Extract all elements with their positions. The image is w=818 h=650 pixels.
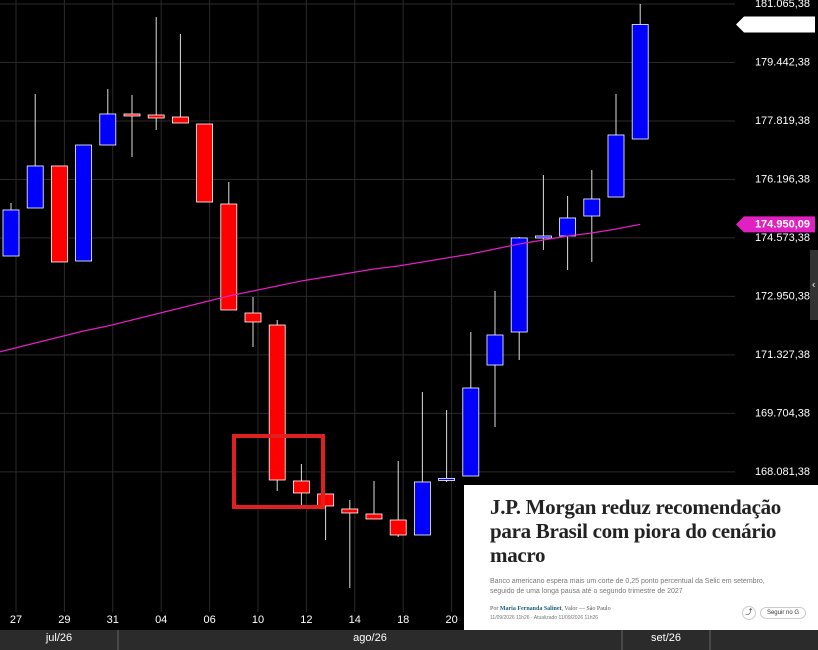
candle-body bbox=[559, 217, 576, 237]
candle-body bbox=[510, 237, 528, 333]
y-tick-label: 177.819,38 bbox=[755, 115, 810, 127]
moving-average bbox=[0, 223, 641, 353]
candle-body bbox=[413, 481, 431, 536]
candle-body bbox=[123, 113, 141, 117]
news-card[interactable]: J.P. Morgan reduz recomendação para Bras… bbox=[464, 485, 818, 630]
candle-body bbox=[607, 134, 625, 198]
candle-body bbox=[317, 493, 335, 507]
y-tick-label: 181.065,38 bbox=[755, 0, 810, 10]
author[interactable]: Maria Fernanda Salinet bbox=[499, 606, 562, 612]
candle-body bbox=[341, 508, 359, 514]
y-tick-label: 168.081,38 bbox=[755, 466, 810, 478]
candle-body bbox=[147, 114, 165, 119]
x-tick-label: 06 bbox=[203, 614, 215, 626]
month-label: set/26 bbox=[651, 632, 681, 644]
candle-body bbox=[438, 478, 456, 481]
candle-body bbox=[26, 165, 44, 209]
x-tick-label: 20 bbox=[445, 614, 457, 626]
candle-body bbox=[462, 387, 480, 477]
last-price-tag bbox=[736, 16, 815, 33]
x-tick-label: 31 bbox=[107, 614, 119, 626]
x-tick-label: 27 bbox=[10, 614, 22, 626]
y-tick-label: 172.950,38 bbox=[755, 290, 810, 302]
y-tick-label: 176.196,38 bbox=[755, 173, 810, 185]
candle-body bbox=[292, 480, 310, 494]
x-tick-label: 12 bbox=[300, 614, 312, 626]
byline-prefix: Por bbox=[490, 606, 499, 612]
candle-body bbox=[631, 24, 649, 140]
y-tick-label: 179.442,38 bbox=[755, 56, 810, 68]
x-tick-label: 04 bbox=[155, 614, 167, 626]
candle-body bbox=[535, 235, 552, 239]
month-label: ago/26 bbox=[353, 632, 387, 644]
ma-tag bbox=[736, 216, 815, 233]
news-title[interactable]: J.P. Morgan reduz recomendação para Bras… bbox=[490, 495, 781, 567]
x-tick-label: 29 bbox=[58, 614, 70, 626]
candle-body bbox=[75, 144, 92, 262]
share-button[interactable]: ⤴ bbox=[742, 606, 756, 620]
month-band bbox=[0, 630, 818, 650]
x-tick-label: 10 bbox=[252, 614, 264, 626]
candle-body bbox=[196, 123, 214, 203]
last-price-label: 180.495,76 bbox=[755, 18, 810, 30]
y-tick-label: 171.327,38 bbox=[755, 349, 810, 361]
y-tick-label: 174.573,38 bbox=[755, 232, 810, 244]
side-tab[interactable] bbox=[810, 250, 818, 320]
side-tab-arrow: ‹ bbox=[812, 280, 815, 291]
follow-button[interactable]: Seguir no G bbox=[759, 607, 806, 619]
candle-body bbox=[171, 116, 189, 124]
candle-body bbox=[99, 113, 117, 146]
candle-body bbox=[2, 209, 20, 257]
candle-body bbox=[268, 324, 286, 481]
byline-suffix: , Valor — São Paulo bbox=[561, 606, 611, 612]
y-tick-label: 169.704,38 bbox=[755, 407, 810, 419]
candle-body bbox=[389, 519, 407, 536]
highlight-box bbox=[232, 434, 325, 509]
candle-body bbox=[51, 165, 68, 263]
candle-body bbox=[583, 198, 601, 217]
candle-body bbox=[244, 312, 262, 323]
candle-body bbox=[220, 203, 238, 311]
timestamp: 11/09/2026 11h26 · Atualizado 11/09/2026… bbox=[490, 615, 599, 621]
x-tick-label: 14 bbox=[349, 614, 361, 626]
candle-body bbox=[365, 513, 383, 520]
ma-label: 174.950,09 bbox=[755, 218, 810, 230]
x-tick-label: 18 bbox=[397, 614, 409, 626]
month-label: jul/26 bbox=[45, 632, 72, 644]
candle-body bbox=[486, 334, 504, 366]
news-summary: Banco americano espera mais um corte de … bbox=[490, 578, 765, 595]
news-byline: Por Maria Fernanda Salinet, Valor — São … bbox=[490, 606, 804, 612]
